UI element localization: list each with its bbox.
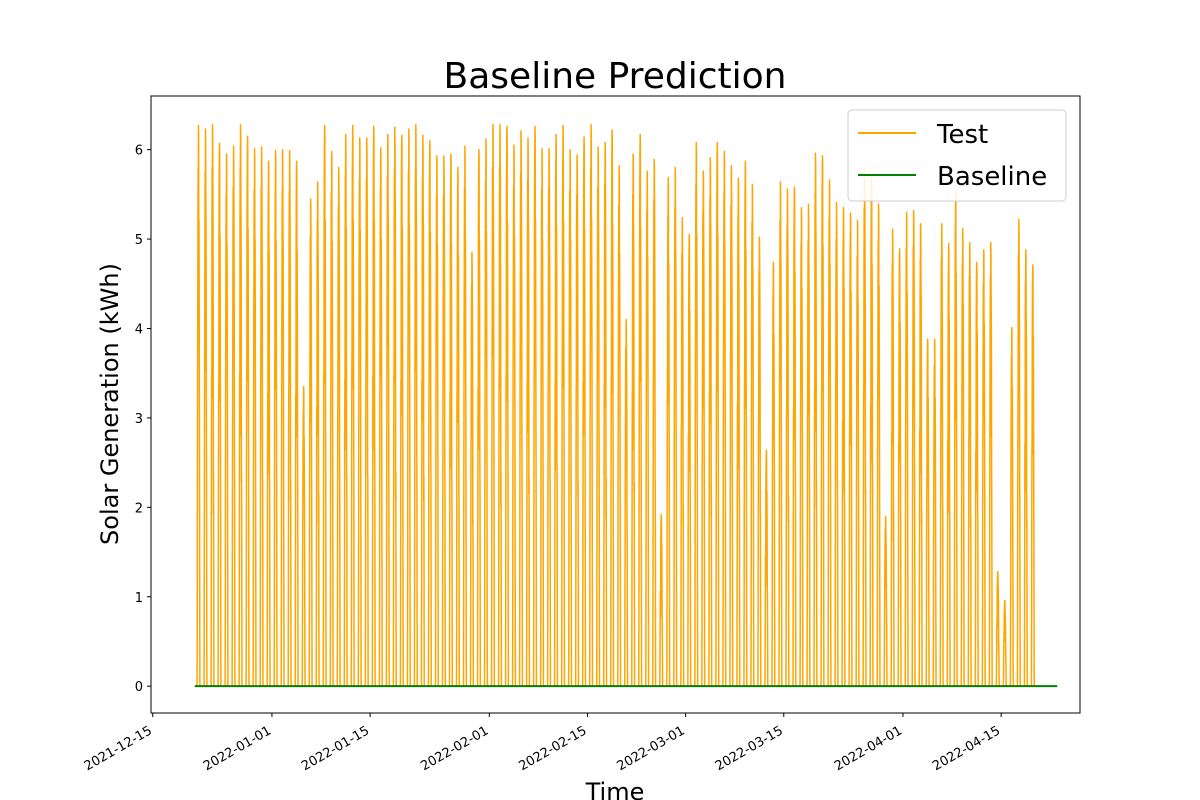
series-line-test (194, 123, 1035, 687)
y-tick-label: 5 (135, 233, 143, 248)
x-tick-label: 2021-12-15 (82, 723, 155, 774)
y-tick-label: 6 (135, 144, 143, 159)
x-tick-label: 2022-01-15 (299, 723, 372, 774)
plot-frame (150, 95, 1081, 714)
legend: Test Baseline (847, 109, 1067, 202)
y-tick-label: 3 (135, 412, 143, 427)
x-tick-label: 2022-03-01 (615, 723, 688, 774)
y-axis-label: Solar Generation (kWh) (96, 263, 124, 545)
series-layer (194, 123, 1058, 688)
x-tick-label: 2022-01-01 (201, 723, 274, 774)
y-tick-label: 2 (135, 501, 143, 516)
plot-area (150, 95, 1081, 714)
x-tick-label: 2022-04-15 (930, 723, 1003, 774)
x-tick-label: 2022-04-01 (832, 723, 905, 774)
y-tick-label: 4 (135, 322, 143, 337)
x-tick-label: 2022-02-15 (517, 723, 590, 774)
x-axis-label: Time (585, 778, 645, 800)
x-tick-label: 2022-03-15 (713, 723, 786, 774)
y-tick-label: 1 (135, 591, 143, 606)
y-axis: 0 1 2 3 4 5 6 (135, 144, 151, 695)
x-tick-label: 2022-02-01 (418, 723, 491, 774)
chart-title: Baseline Prediction (444, 56, 787, 97)
legend-label-baseline: Baseline (937, 162, 1047, 192)
y-tick-label: 0 (135, 680, 143, 695)
legend-label-test: Test (936, 120, 988, 150)
x-axis: 2021-12-15 2022-01-01 2022-01-15 2022-02-01… (82, 713, 1003, 774)
